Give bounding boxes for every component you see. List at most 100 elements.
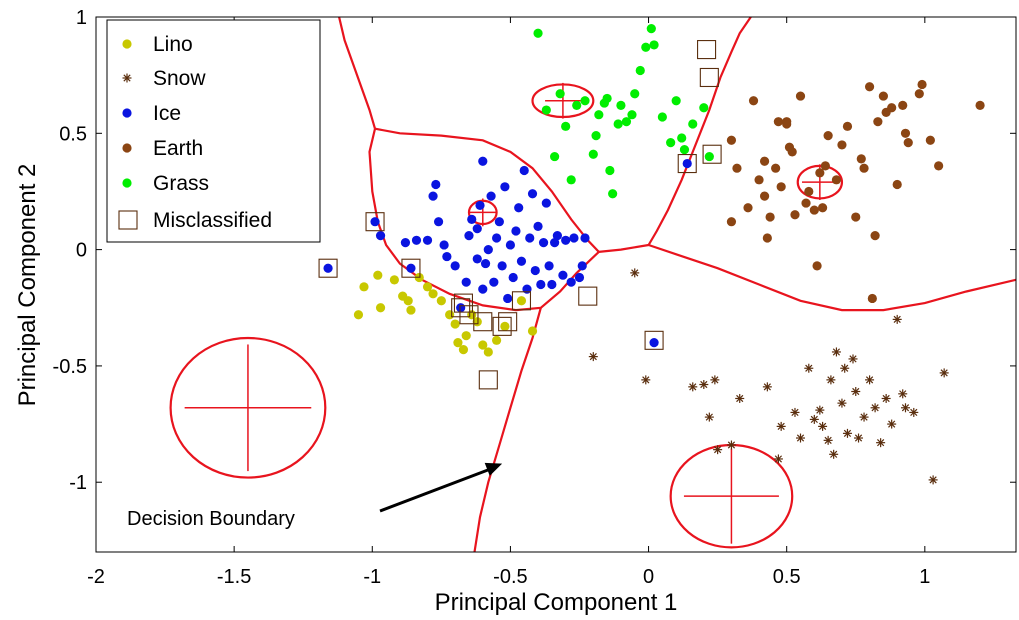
grass-point — [649, 40, 659, 50]
grass-point — [608, 189, 618, 199]
snow-point — [804, 363, 814, 373]
ice-point — [500, 182, 510, 192]
earth-point — [732, 163, 742, 173]
ice-point — [649, 338, 659, 348]
lino-point — [428, 289, 438, 299]
grass-point — [541, 105, 551, 115]
grass-point — [699, 103, 709, 113]
legend-label-grass: Grass — [153, 172, 209, 195]
center-ellipse — [169, 336, 327, 479]
y-tick-label: -0.5 — [53, 356, 87, 378]
legend-label-snow: Snow — [153, 67, 206, 90]
earth-point — [804, 186, 814, 197]
ice-point — [323, 263, 333, 273]
grass-point — [561, 121, 571, 131]
misclassified-box — [459, 305, 479, 325]
earth-point — [754, 175, 764, 185]
grass-point — [572, 100, 582, 110]
ice-point — [514, 203, 524, 213]
grass-point — [580, 96, 590, 106]
misclassified-box — [677, 153, 697, 174]
grass-point — [630, 89, 640, 99]
ice-point — [569, 233, 579, 243]
lino-point — [359, 282, 369, 292]
grass-point — [666, 138, 676, 148]
earth-point — [812, 261, 822, 271]
misclassified-box — [453, 293, 473, 313]
snow-point — [870, 403, 880, 413]
grass-point — [602, 93, 612, 104]
earth-point — [903, 138, 913, 148]
ice-point — [541, 198, 551, 208]
grass-point — [688, 119, 698, 129]
grass-point — [594, 110, 604, 120]
earth-point — [773, 117, 784, 127]
lino-point — [375, 303, 386, 313]
ice-point — [566, 277, 576, 287]
annotation-arrow-line — [379, 466, 495, 513]
lino-point — [453, 338, 463, 348]
snow-point — [887, 419, 897, 429]
decision-boundary-line — [368, 128, 600, 312]
decision-boundary-line — [374, 127, 600, 253]
earth-point — [925, 135, 935, 145]
earth-point — [917, 79, 927, 90]
y-tick-label: -1 — [69, 472, 87, 494]
snow-point — [892, 314, 902, 324]
misclassified-box — [492, 316, 512, 336]
decision-boundaries — [338, 17, 1016, 552]
decision-boundary-annotation: Decision Boundary — [127, 462, 503, 530]
ice-point — [472, 254, 482, 264]
misclassified-box — [699, 67, 719, 88]
legend: Lino Snow Ice Earth Grass Misclassified — [106, 19, 321, 243]
legend-misclassified-marker — [118, 210, 138, 230]
snow-point — [796, 433, 806, 443]
ice-point — [505, 240, 516, 250]
snow-point — [829, 449, 839, 459]
snow-point — [809, 414, 819, 424]
data-points — [323, 24, 985, 485]
earth-point — [873, 117, 883, 127]
earth-point — [820, 161, 830, 171]
grass-point — [677, 133, 687, 143]
earth-point — [934, 161, 944, 171]
x-axis-label: Principal Component 1 — [435, 589, 678, 616]
misclassified-box — [511, 291, 532, 311]
y-tick-label: 0 — [76, 240, 87, 262]
earth-point — [815, 168, 825, 178]
lino-point — [461, 331, 471, 341]
class-centers — [169, 82, 844, 549]
earth-point — [771, 163, 781, 173]
earth-point — [782, 117, 792, 127]
snow-point — [859, 412, 869, 422]
snow-point — [851, 387, 861, 396]
snow-point — [790, 407, 800, 417]
earth-point — [842, 121, 853, 131]
earth-point — [892, 179, 902, 190]
legend-ice-marker — [122, 108, 132, 118]
snow-point — [928, 475, 938, 485]
misclassified-boxes — [318, 40, 722, 390]
earth-point — [759, 191, 770, 201]
grass-point — [566, 175, 576, 185]
lino-point — [422, 282, 433, 292]
ice-point — [486, 191, 496, 201]
earth-point — [759, 156, 770, 166]
ice-point — [375, 231, 386, 241]
earth-point — [762, 233, 772, 243]
earth-point — [898, 100, 908, 110]
ice-point — [467, 214, 477, 224]
x-tick-label: -1 — [363, 566, 381, 588]
ice-point — [480, 258, 491, 269]
ice-point — [483, 245, 493, 255]
decision-boundary-line — [473, 307, 542, 552]
ice-point — [439, 240, 449, 250]
snow-point — [909, 407, 919, 417]
lino-point — [406, 305, 416, 315]
ice-point — [538, 238, 549, 248]
earth-point — [787, 147, 797, 157]
grass-point — [646, 24, 656, 34]
snow-point — [876, 438, 886, 448]
grass-point — [635, 65, 645, 76]
earth-point — [748, 96, 759, 106]
